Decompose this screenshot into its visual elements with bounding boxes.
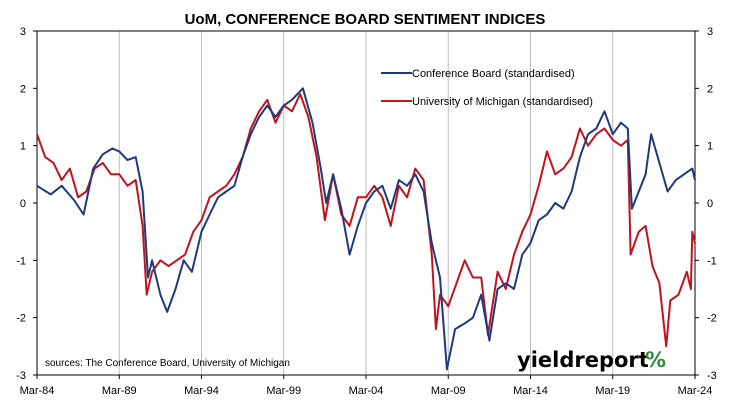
y-axis-right: 3 2 1 0 -1 -2 -3 [695,26,717,382]
y-right-tick-label: 2 [707,83,713,95]
legend: Conference Board (standardised) Universi… [381,68,593,108]
y-left-tick-label: 1 [20,141,26,153]
y-right-tick-label: -1 [707,255,717,267]
y-right-tick-label: -3 [707,370,717,382]
y-axis-left: 3 2 1 0 -1 -2 -3 [16,26,37,382]
y-right-tick-label: 1 [707,141,713,153]
y-left-tick-label: 0 [20,198,26,210]
y-left-tick-label: -3 [16,370,26,382]
x-axis: Mar-84 Mar-89 Mar-94 Mar-99 Mar-04 Mar-09 Mar-… [20,375,713,397]
legend-label-conference-board: Conference Board (standardised) [412,68,575,80]
brand-logo-text: yieldreport [517,348,649,372]
vertical-grid [118,31,614,375]
legend-label-university-of-michigan: University of Michigan (standardised) [412,96,593,108]
y-right-tick-label: 3 [707,26,713,38]
series-lines [36,87,696,371]
x-tick-label: Mar-14 [513,385,548,397]
x-tick-label: Mar-09 [431,385,466,397]
y-left-tick-label: 3 [20,26,26,38]
chart-title: UoM, CONFERENCE BOARD SENTIMENT INDICES [185,11,546,28]
x-tick-label: Mar-24 [678,385,713,397]
y-left-tick-label: -2 [16,313,26,325]
y-right-tick-label: -2 [707,313,717,325]
x-tick-label: Mar-04 [349,385,384,397]
x-tick-label: Mar-89 [102,385,137,397]
x-tick-label: Mar-84 [20,385,55,397]
series-line-university-of-michigan [36,93,696,348]
series-line-conference-board [36,87,696,371]
y-left-tick-label: -1 [16,255,26,267]
percent-icon: % [645,348,666,372]
x-tick-label: Mar-19 [595,385,630,397]
x-tick-label: Mar-94 [184,385,219,397]
y-left-tick-label: 2 [20,83,26,95]
brand-logo: yieldreport % [517,348,666,372]
source-note: sources: The Conference Board, Universit… [45,358,290,369]
x-tick-label: Mar-99 [266,385,301,397]
y-right-tick-label: 0 [707,198,713,210]
